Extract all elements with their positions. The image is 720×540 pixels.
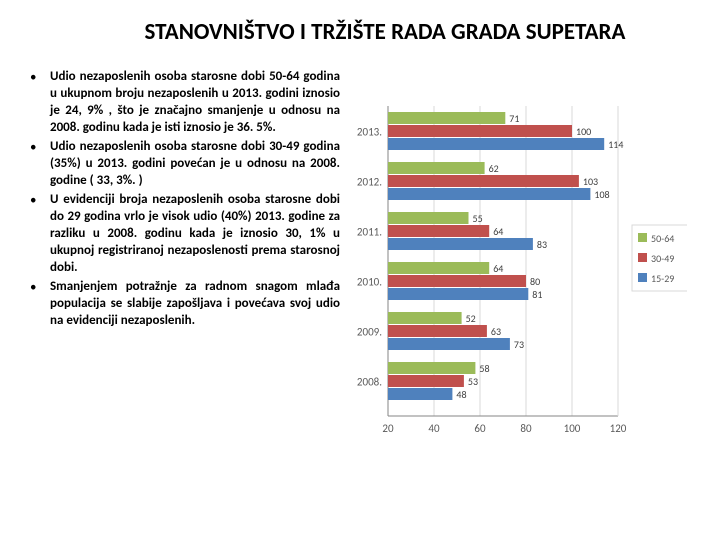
svg-text:81: 81: [532, 288, 542, 301]
svg-text:40: 40: [428, 422, 440, 435]
svg-text:60: 60: [474, 422, 486, 435]
svg-text:52: 52: [466, 312, 476, 325]
content-row: •Udio nezaposlenih osoba starosne dobi 5…: [30, 68, 700, 458]
svg-text:103: 103: [583, 175, 598, 188]
bar-chart: 20 40 60 80 100 120 2013. 71 100 114 2012. 62 103108…: [352, 98, 687, 448]
svg-text:30-49: 30-49: [651, 252, 674, 265]
svg-text:62: 62: [489, 162, 499, 175]
svg-text:80: 80: [530, 275, 540, 288]
bullet-text: Udio nezaposlenih osoba starosne dobi 50…: [50, 68, 340, 136]
svg-text:53: 53: [468, 375, 478, 388]
svg-text:63: 63: [491, 325, 501, 338]
svg-text:64: 64: [493, 262, 503, 275]
bullet-item: •Smanjenjem potražnje za radnom snagom m…: [30, 278, 340, 329]
svg-text:55: 55: [473, 212, 483, 225]
svg-text:15-29: 15-29: [651, 272, 674, 285]
svg-text:2008.: 2008.: [357, 376, 382, 389]
bullet-text: Udio nezaposlenih osoba starosne dobi 30…: [50, 138, 340, 189]
svg-text:2012.: 2012.: [357, 176, 382, 189]
bullet-list: •Udio nezaposlenih osoba starosne dobi 5…: [30, 68, 340, 458]
svg-text:100: 100: [564, 422, 581, 435]
svg-text:100: 100: [576, 125, 591, 138]
bullet-marker: •: [30, 68, 50, 136]
svg-text:58: 58: [479, 362, 489, 375]
svg-text:64: 64: [493, 225, 503, 238]
svg-text:108: 108: [594, 188, 609, 201]
svg-text:50-64: 50-64: [651, 232, 674, 245]
svg-text:120: 120: [610, 422, 627, 435]
svg-text:2009.: 2009.: [357, 326, 382, 339]
svg-text:20: 20: [382, 422, 394, 435]
svg-text:83: 83: [537, 238, 547, 251]
page-title: STANOVNIŠTVO I TRŽIŠTE RADA GRADA SUPETA…: [70, 18, 700, 46]
bullet-text: U evidenciji broja nezaposlenih osoba st…: [50, 191, 340, 276]
svg-text:80: 80: [520, 422, 532, 435]
bullet-item: •Udio nezaposlenih osoba starosne dobi 3…: [30, 138, 340, 189]
chart-container: 20 40 60 80 100 120 2013. 71 100 114 2012. 62 103108…: [352, 68, 700, 458]
svg-text:114: 114: [608, 138, 623, 151]
svg-text:48: 48: [456, 388, 466, 401]
svg-text:2010.: 2010.: [357, 276, 382, 289]
bullet-marker: •: [30, 191, 50, 276]
bullet-marker: •: [30, 278, 50, 329]
bullet-marker: •: [30, 138, 50, 189]
bullet-item: •Udio nezaposlenih osoba starosne dobi 5…: [30, 68, 340, 136]
svg-text:71: 71: [509, 112, 519, 125]
bullet-item: •U evidenciji broja nezaposlenih osoba s…: [30, 191, 340, 276]
bullet-text: Smanjenjem potražnje za radnom snagom ml…: [50, 278, 340, 329]
svg-text:73: 73: [514, 338, 524, 351]
svg-text:2011.: 2011.: [357, 226, 382, 239]
svg-text:2013.: 2013.: [357, 126, 382, 139]
